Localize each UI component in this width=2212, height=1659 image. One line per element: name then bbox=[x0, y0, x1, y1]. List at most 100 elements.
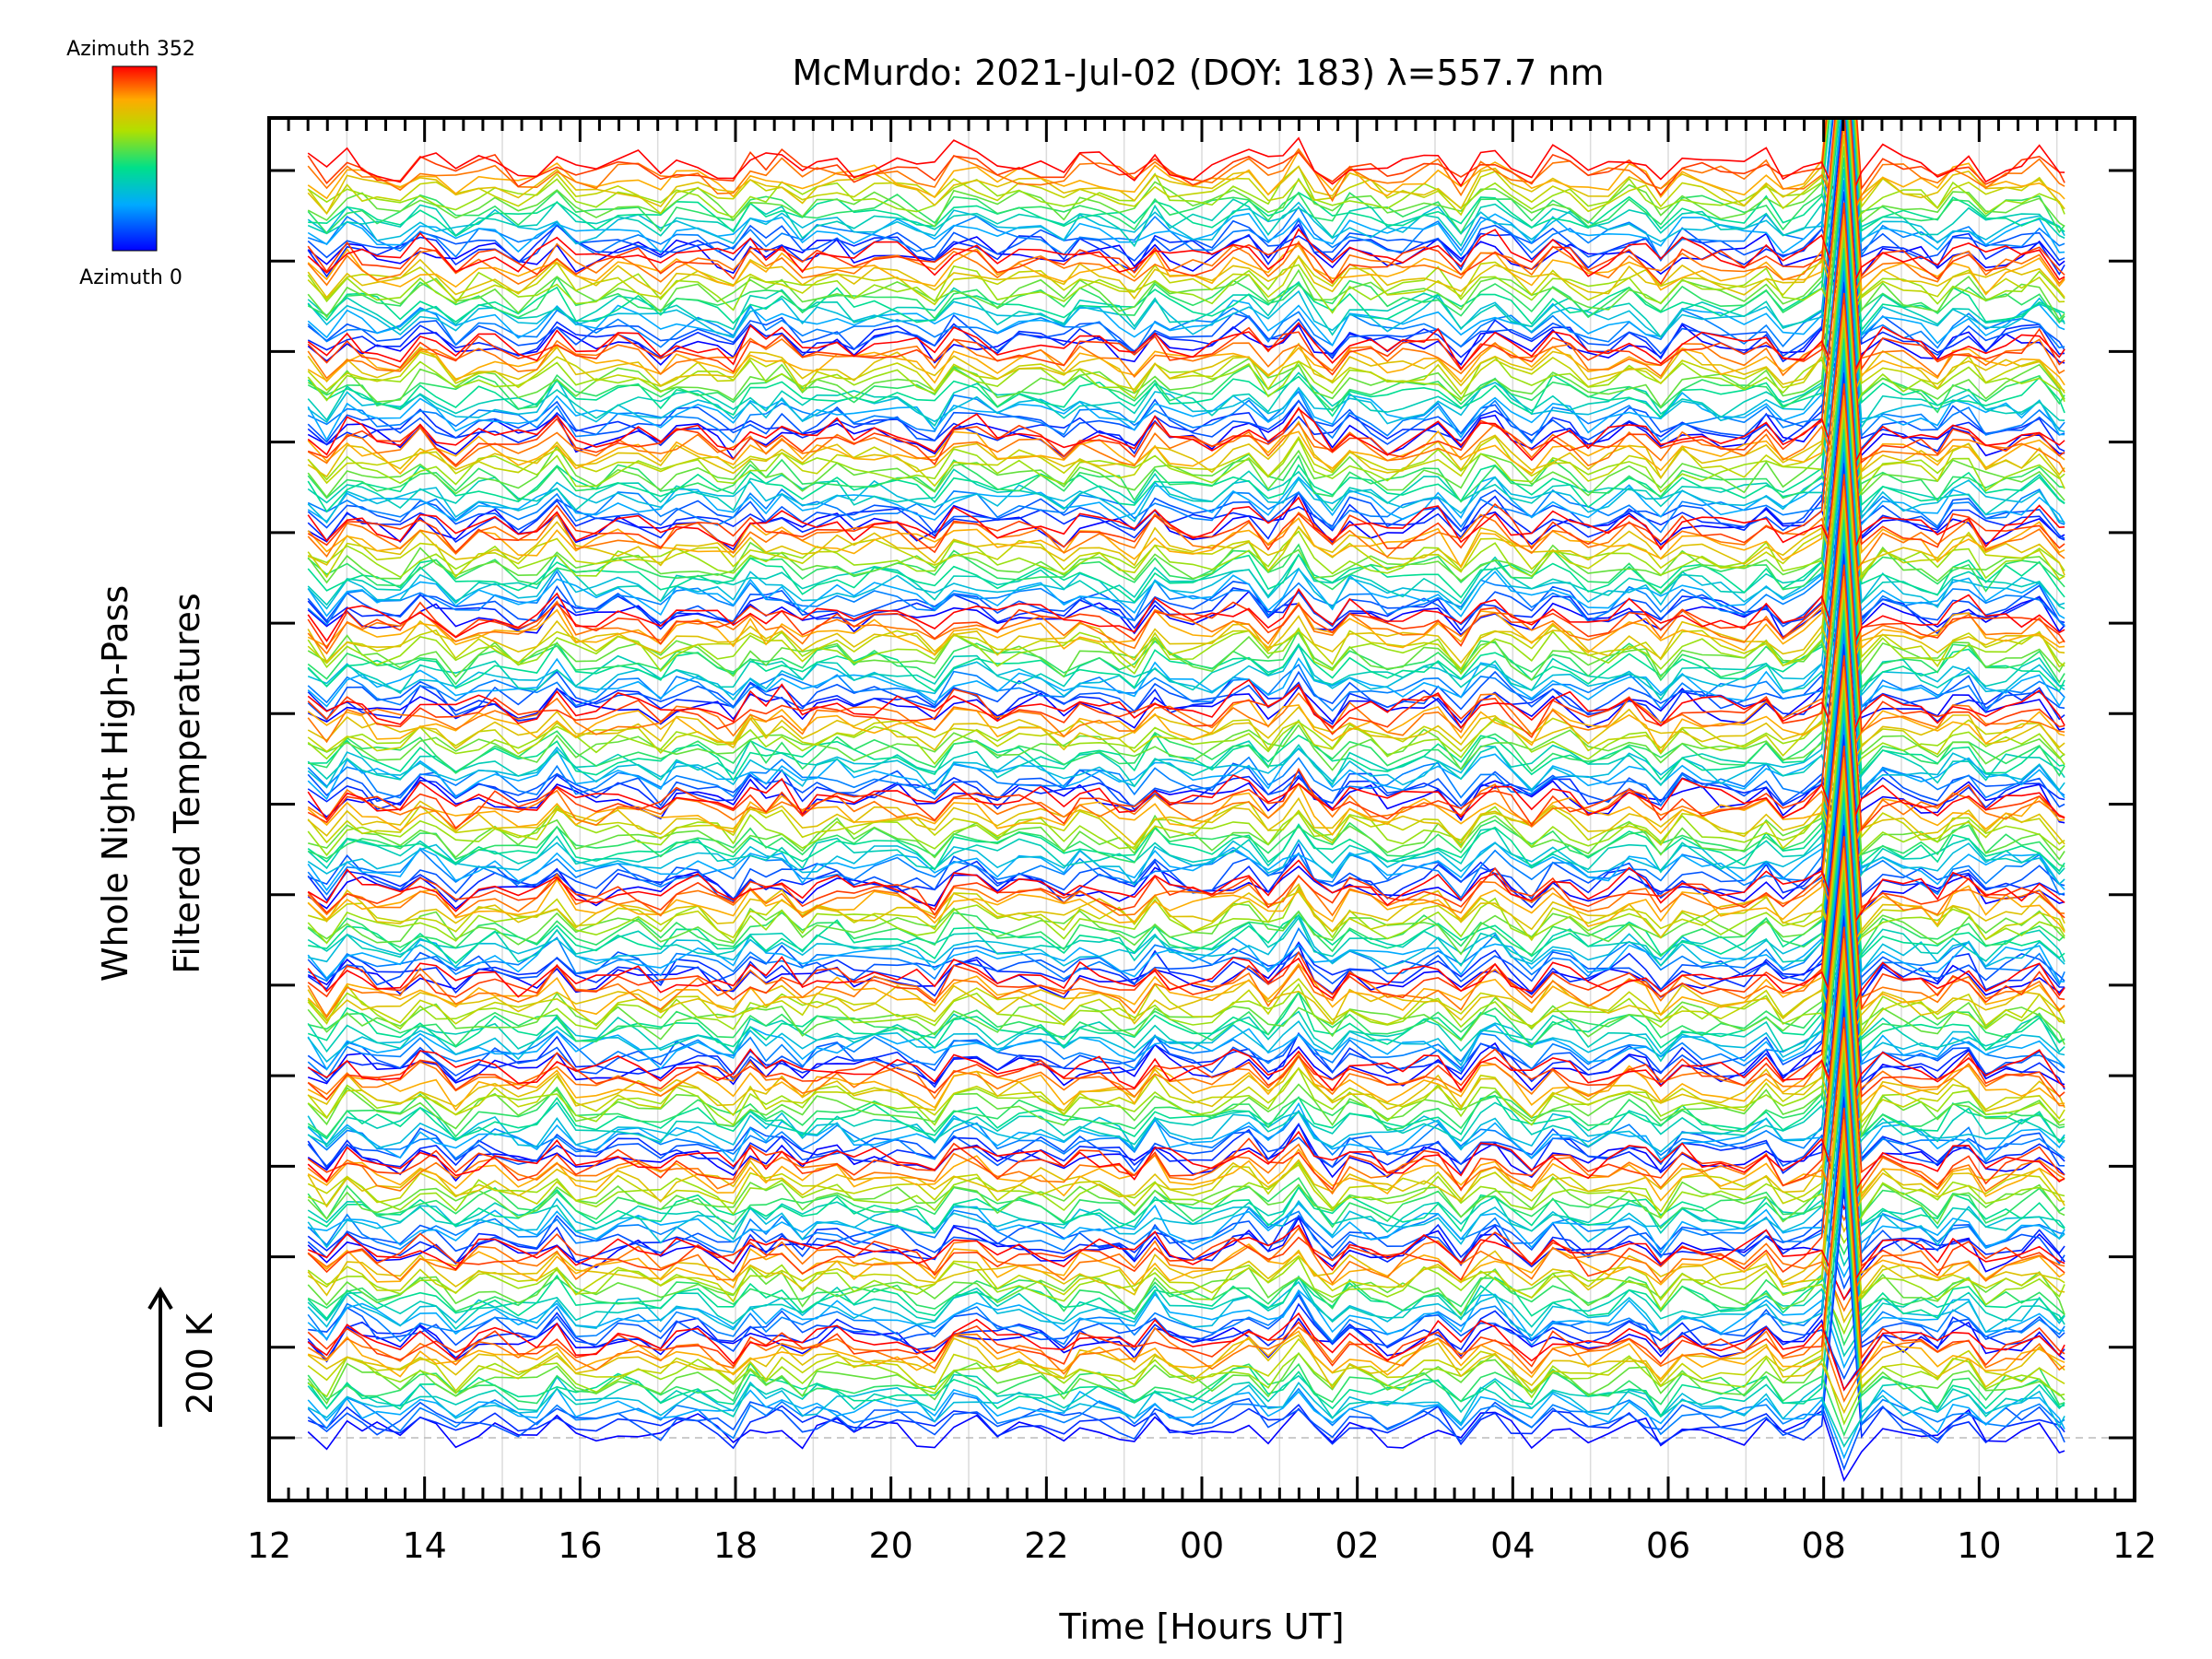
series-line bbox=[307, 407, 2065, 487]
series-line bbox=[307, 118, 2065, 338]
series-line bbox=[307, 723, 2065, 987]
series-line bbox=[307, 118, 2065, 363]
x-tick-label: 18 bbox=[713, 1525, 758, 1566]
series-line bbox=[307, 118, 2065, 217]
series-line bbox=[307, 1040, 2065, 1303]
series-line bbox=[307, 1028, 2065, 1289]
series-line bbox=[307, 948, 2065, 1213]
series-line bbox=[307, 1130, 2065, 1393]
scale-arrow-icon bbox=[147, 1287, 173, 1427]
series-line bbox=[307, 165, 2065, 249]
series-line bbox=[307, 530, 2065, 611]
series-line bbox=[307, 873, 2065, 951]
series-line bbox=[307, 228, 2065, 306]
series-line bbox=[307, 511, 2065, 588]
series-line bbox=[307, 746, 2065, 1011]
series-line bbox=[307, 146, 2065, 408]
y-axis-label-line2: Filtered Temperatures bbox=[167, 593, 207, 973]
series-line bbox=[307, 440, 2065, 701]
series-line bbox=[307, 1074, 2065, 1337]
series-line bbox=[307, 255, 2065, 328]
series-line bbox=[307, 118, 2065, 286]
colorbar bbox=[112, 65, 158, 252]
series-line bbox=[307, 718, 2065, 793]
series-line bbox=[307, 1101, 2065, 1188]
series-line bbox=[307, 1249, 2065, 1324]
series-line bbox=[307, 1185, 2065, 1267]
series-line bbox=[308, 712, 2065, 974]
series-line bbox=[307, 1143, 2065, 1222]
series-line bbox=[307, 859, 2065, 939]
series-line bbox=[307, 1126, 2065, 1200]
series-line bbox=[308, 598, 2065, 861]
series-line bbox=[307, 118, 2065, 296]
series-line bbox=[307, 956, 2065, 1030]
series-line bbox=[307, 1023, 2065, 1098]
series-line bbox=[307, 521, 2065, 600]
series-line bbox=[307, 609, 2065, 873]
series-line bbox=[307, 747, 2065, 826]
series-line bbox=[307, 666, 2065, 934]
series-line bbox=[307, 1054, 2065, 1143]
series-line bbox=[307, 847, 2065, 1112]
series-line bbox=[307, 600, 2065, 679]
series-line bbox=[307, 615, 2065, 690]
series-line bbox=[307, 654, 2065, 919]
series-line bbox=[307, 118, 2065, 203]
series-line bbox=[307, 568, 2065, 645]
x-tick-label: 20 bbox=[868, 1525, 912, 1566]
series-line bbox=[307, 270, 2065, 534]
series-line bbox=[307, 212, 2065, 283]
series-line bbox=[307, 240, 2065, 317]
series-line bbox=[307, 304, 2065, 570]
x-tick-label: 12 bbox=[247, 1525, 291, 1566]
series-line bbox=[307, 1161, 2065, 1244]
series-line bbox=[307, 191, 2065, 455]
series-line bbox=[307, 1288, 2065, 1370]
series-line bbox=[307, 575, 2065, 836]
series-line bbox=[307, 453, 2065, 532]
series-line bbox=[307, 371, 2065, 453]
series-line bbox=[307, 903, 2065, 1163]
chart-title: McMurdo: 2021-Jul-02 (DOY: 183) λ=557.7 … bbox=[793, 53, 1605, 93]
scale-annotation: 200 K bbox=[180, 1312, 220, 1415]
series-line bbox=[307, 1051, 2065, 1317]
x-tick-label: 10 bbox=[1957, 1525, 2001, 1566]
series-line bbox=[307, 223, 2065, 305]
series-line bbox=[307, 1312, 2065, 1392]
series-line bbox=[307, 805, 2065, 883]
series-line bbox=[307, 542, 2065, 807]
series-line bbox=[307, 842, 2065, 928]
series-line bbox=[307, 581, 2065, 656]
series-line bbox=[307, 394, 2065, 656]
series-line bbox=[307, 1006, 2065, 1267]
series-line bbox=[307, 276, 2065, 351]
series-line bbox=[307, 841, 2065, 917]
series-line bbox=[307, 214, 2065, 476]
series-line bbox=[307, 264, 2065, 339]
series-line bbox=[307, 1130, 2065, 1211]
series-line bbox=[307, 488, 2065, 566]
series-line bbox=[307, 705, 2065, 781]
series-line bbox=[307, 916, 2065, 996]
series-line bbox=[307, 915, 2065, 1175]
series-line bbox=[307, 198, 2065, 272]
series-line bbox=[307, 1017, 2065, 1281]
series-line bbox=[307, 164, 2065, 238]
colorbar-bottom-label: Azimuth 0 bbox=[79, 266, 182, 289]
x-tick-label: 02 bbox=[1335, 1525, 1379, 1566]
series-line bbox=[307, 118, 2065, 332]
series-line bbox=[307, 118, 2065, 261]
series-line bbox=[307, 363, 2065, 441]
x-tick-label: 22 bbox=[1024, 1525, 1068, 1566]
series-line bbox=[307, 1387, 2065, 1460]
series-line bbox=[307, 337, 2065, 408]
series-line bbox=[307, 739, 2065, 815]
series-line bbox=[307, 627, 2065, 701]
series-line bbox=[307, 202, 2065, 466]
series-line bbox=[307, 474, 2065, 739]
x-tick-label: 04 bbox=[1490, 1525, 1535, 1566]
series-line bbox=[307, 1086, 2065, 1166]
y-axis-label-line1: Whole Night High-Pass bbox=[95, 585, 135, 982]
series-line bbox=[307, 1407, 2065, 1482]
